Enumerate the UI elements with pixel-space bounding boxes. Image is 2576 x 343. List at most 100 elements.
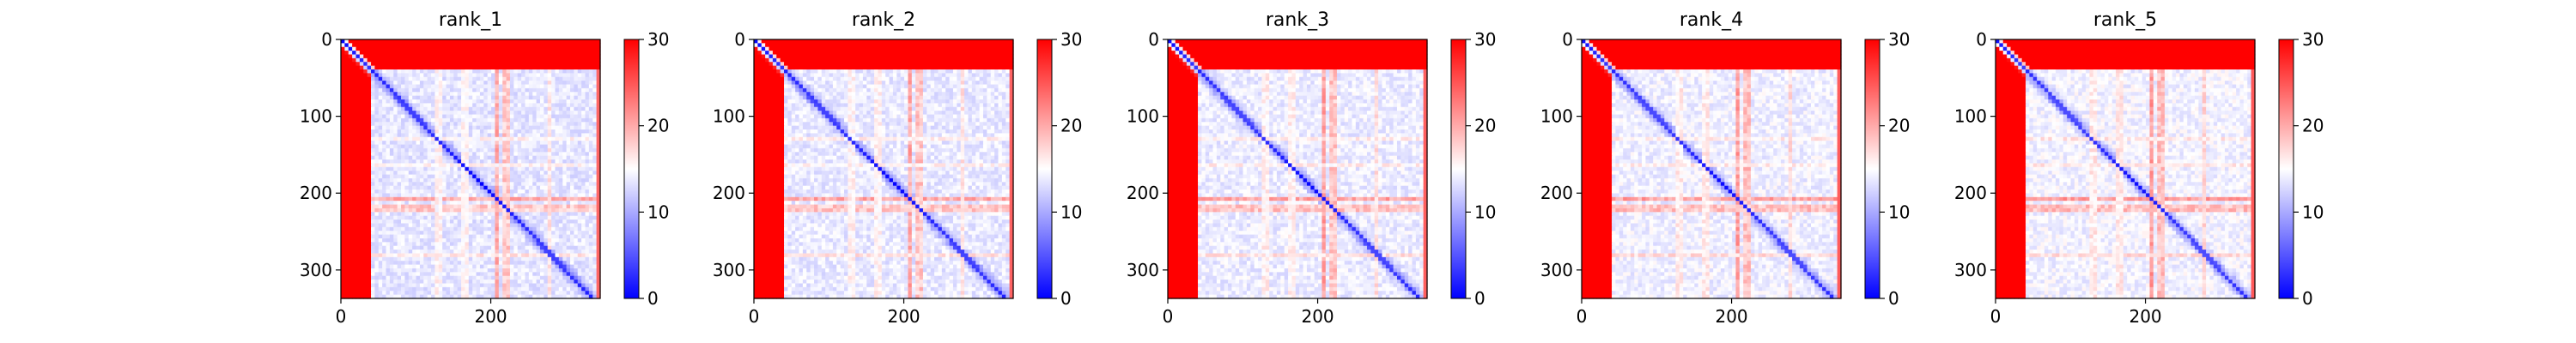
- heatmap-cell: [465, 231, 470, 236]
- heatmap-cell: [352, 171, 357, 176]
- heatmap-cell: [592, 286, 598, 292]
- heatmap-cell: [412, 125, 417, 130]
- heatmap-cell: [539, 57, 544, 63]
- heatmap-cell: [577, 43, 582, 48]
- heatmap-cell: [506, 62, 511, 67]
- heatmap-cell: [509, 159, 514, 165]
- heatmap-cell: [449, 272, 454, 277]
- heatmap-cell: [491, 268, 496, 273]
- heatmap-cell: [465, 136, 470, 141]
- heatmap-cell: [569, 264, 574, 269]
- heatmap-cell: [449, 226, 454, 232]
- heatmap-cell: [367, 283, 372, 288]
- heatmap-cell: [348, 294, 353, 299]
- heatmap-cell: [438, 144, 443, 149]
- heatmap-cell: [509, 129, 514, 135]
- heatmap-cell: [352, 133, 357, 138]
- heatmap-cell: [401, 250, 406, 255]
- heatmap-cell: [423, 185, 428, 190]
- heatmap-cell: [547, 182, 552, 187]
- heatmap-cell: [487, 122, 492, 127]
- heatmap-cell: [588, 92, 593, 97]
- heatmap-cell: [449, 283, 454, 288]
- heatmap-cell: [472, 220, 477, 225]
- heatmap-cell: [416, 147, 421, 153]
- heatmap-cell: [487, 43, 492, 48]
- heatmap-cell: [566, 147, 571, 153]
- heatmap-cell: [574, 51, 579, 56]
- heatmap-cell: [446, 215, 451, 220]
- heatmap-cell: [555, 51, 560, 56]
- heatmap-cell: [547, 291, 552, 296]
- heatmap-cell: [408, 141, 413, 146]
- heatmap-cell: [404, 196, 410, 202]
- heatmap-cell: [348, 291, 353, 296]
- heatmap-cell: [569, 261, 574, 266]
- heatmap-cell: [562, 185, 568, 190]
- heatmap-cell: [442, 250, 447, 255]
- heatmap-cell: [427, 69, 432, 74]
- heatmap-cell: [476, 129, 481, 135]
- heatmap-cell: [378, 272, 383, 277]
- heatmap-cell: [438, 178, 443, 183]
- heatmap-cell: [547, 133, 552, 138]
- heatmap-cell: [344, 117, 349, 123]
- heatmap-cell: [419, 272, 424, 277]
- heatmap-cell: [476, 92, 481, 97]
- heatmap-cell: [404, 103, 410, 108]
- heatmap-cell: [465, 261, 470, 266]
- heatmap-cell: [498, 147, 503, 153]
- heatmap-cell: [483, 231, 489, 236]
- heatmap-cell: [483, 69, 489, 74]
- heatmap-cell: [832, 43, 837, 48]
- heatmap-cell: [457, 76, 462, 81]
- heatmap-cell: [434, 57, 440, 63]
- heatmap-cell: [581, 238, 586, 243]
- heatmap-cell: [465, 46, 470, 51]
- heatmap-cell: [581, 275, 586, 280]
- heatmap-cell: [476, 125, 481, 130]
- heatmap-cell: [465, 62, 470, 67]
- heatmap-cell: [359, 92, 364, 97]
- heatmap-cell: [355, 87, 361, 93]
- heatmap-cell: [382, 261, 387, 266]
- heatmap-cell: [588, 250, 593, 255]
- heatmap-cell: [348, 193, 353, 198]
- heatmap-cell: [419, 174, 424, 179]
- heatmap-cell: [544, 117, 549, 123]
- heatmap-cell: [382, 163, 387, 168]
- heatmap-cell: [408, 234, 413, 239]
- heatmap-cell: [539, 46, 544, 51]
- heatmap-cell: [551, 114, 556, 119]
- heatmap-cell: [363, 220, 368, 225]
- heatmap-cell: [468, 73, 473, 78]
- heatmap-cell: [386, 84, 391, 89]
- heatmap-cell: [521, 51, 526, 56]
- heatmap-cell: [352, 129, 357, 135]
- heatmap-cell: [525, 283, 530, 288]
- heatmap-cell: [521, 62, 526, 67]
- heatmap-cell: [412, 231, 417, 236]
- heatmap-cell: [431, 114, 436, 119]
- heatmap-cell: [397, 231, 402, 236]
- heatmap-cell: [431, 242, 436, 247]
- heatmap-cell: [539, 144, 544, 149]
- heatmap-cell: [487, 54, 492, 59]
- heatmap-cell: [539, 54, 544, 59]
- heatmap-cell: [371, 62, 375, 67]
- heatmap-cell: [539, 196, 544, 202]
- heatmap-cell: [457, 226, 462, 232]
- heatmap-cell: [536, 193, 541, 198]
- heatmap-cell: [581, 57, 586, 63]
- heatmap-cell: [483, 125, 489, 130]
- heatmap-cell: [574, 122, 579, 127]
- heatmap-cell: [509, 286, 514, 292]
- heatmap-cell: [472, 268, 477, 273]
- heatmap-cell: [363, 268, 368, 273]
- heatmap-cell: [558, 144, 563, 149]
- heatmap-cell: [434, 220, 440, 225]
- heatmap-cell: [521, 190, 526, 195]
- heatmap-cell: [427, 280, 432, 285]
- heatmap-cell: [964, 43, 969, 48]
- heatmap-cell: [374, 129, 380, 135]
